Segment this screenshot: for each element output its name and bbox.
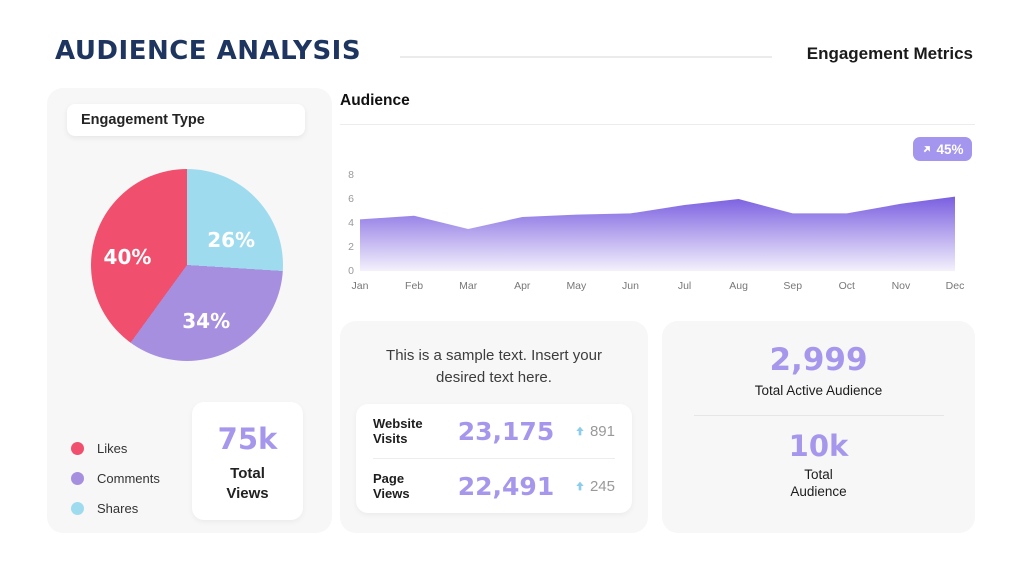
- x-axis-label: Jan: [351, 280, 369, 292]
- website-visits-label: Website Visits: [373, 415, 423, 446]
- total-views-value: 75k: [217, 422, 278, 456]
- y-axis-label: 4: [348, 217, 354, 229]
- area-series: [360, 196, 955, 271]
- engagement-type-title: Engagement Type: [81, 112, 205, 128]
- x-axis-label: Sep: [783, 280, 803, 292]
- total-audience-value: 10k: [788, 429, 849, 463]
- pie-legend: Likes Comments Shares: [71, 437, 160, 527]
- audience-chart-title: Audience: [340, 92, 410, 109]
- growth-badge: 45%: [913, 137, 972, 161]
- total-audience-label: Total Audience: [790, 467, 847, 499]
- website-visits-delta: 891: [567, 423, 615, 440]
- total-views-card: 75k Total Views: [192, 402, 303, 520]
- sample-text-card: This is a sample text. Insert your desir…: [340, 321, 648, 533]
- pie-label-shares: 26%: [207, 228, 256, 253]
- arrow-up-icon: [576, 481, 584, 491]
- total-views-label: Total Views: [226, 465, 269, 503]
- shares-color-dot: [71, 501, 84, 515]
- stats-divider: [373, 458, 615, 459]
- x-axis-label: Jun: [621, 280, 639, 292]
- x-axis-label: Aug: [729, 280, 748, 292]
- x-axis-label: Mar: [459, 280, 478, 292]
- growth-badge-value: 45%: [936, 141, 964, 157]
- header-divider: [400, 56, 772, 58]
- engagement-type-panel: Engagement Type 40% 34% 26% Likes Commen…: [47, 88, 332, 533]
- pie-label-comments: 34%: [182, 308, 231, 333]
- legend-item-comments: Comments: [71, 467, 160, 489]
- totals-divider: [693, 415, 944, 416]
- sample-text: This is a sample text. Insert your desir…: [386, 347, 602, 386]
- page-views-delta: 245: [567, 478, 615, 495]
- x-axis-label: Oct: [838, 280, 855, 292]
- page-views-row: Page Views 22,491 245: [373, 459, 615, 513]
- audience-divider: [340, 124, 975, 125]
- pie-label-likes: 40%: [103, 245, 152, 270]
- legend-item-shares: Shares: [71, 497, 160, 519]
- y-axis-label: 6: [348, 193, 354, 205]
- x-axis-label: Nov: [891, 280, 911, 292]
- x-axis-label: Dec: [945, 280, 965, 292]
- x-axis-label: May: [566, 280, 587, 292]
- legend-item-likes: Likes: [71, 437, 160, 459]
- page-views-label: Page Views: [373, 470, 410, 501]
- arrow-up-right-icon: [924, 145, 931, 152]
- y-axis-label: 0: [348, 265, 354, 277]
- comments-color-dot: [71, 471, 84, 485]
- x-axis-label: Jul: [677, 280, 692, 292]
- audience-totals-card: 2,999 Total Active Audience 10k Total Au…: [662, 321, 975, 533]
- y-axis-label: 2: [348, 241, 354, 253]
- x-axis-label: Feb: [405, 280, 424, 292]
- area-chart-plot: [360, 196, 955, 271]
- visits-stats-card: Website Visits 23,175 891 Page Views 22,…: [356, 404, 632, 513]
- section-title: Engagement Metrics: [806, 44, 973, 63]
- website-visits-row: Website Visits 23,175 891: [373, 404, 615, 458]
- x-axis-label: Apr: [514, 280, 531, 292]
- legend-label: Likes: [97, 440, 128, 456]
- y-axis-label: 8: [348, 169, 354, 181]
- legend-label: Shares: [97, 500, 139, 516]
- page-views-value: 22,491: [457, 471, 555, 501]
- likes-color-dot: [71, 441, 84, 455]
- audience-area-chart: 8 6 4 2 0 Jan Feb Mar Apr May Jun Jul Aug Sep Oct Nov D…: [340, 130, 975, 300]
- total-active-audience-value: 2,999: [769, 342, 868, 378]
- engagement-type-header: Engagement Type: [67, 104, 305, 136]
- page-title: AUDIENCE ANALYSIS: [55, 36, 362, 66]
- legend-label: Comments: [97, 470, 160, 486]
- website-visits-value: 23,175: [457, 416, 555, 446]
- arrow-up-icon: [576, 426, 584, 436]
- engagement-pie-chart: 40% 34% 26%: [91, 169, 283, 361]
- total-active-audience-label: Total Active Audience: [754, 383, 883, 398]
